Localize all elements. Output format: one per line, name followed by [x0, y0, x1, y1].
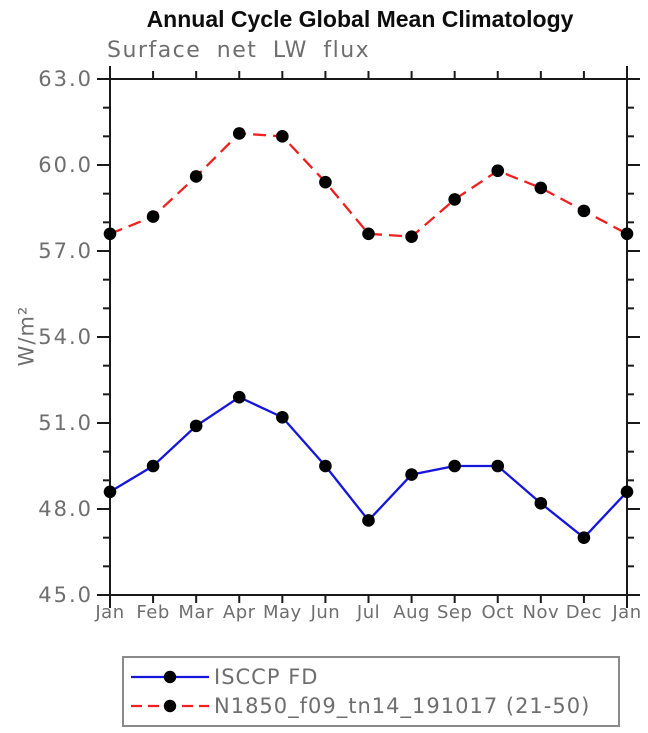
data-point-marker — [405, 230, 418, 243]
legend-dot-marker-icon — [163, 670, 177, 684]
data-point-marker — [620, 485, 634, 499]
data-point-marker — [146, 210, 160, 223]
x-tick-label: Oct — [481, 602, 514, 623]
x-tick-label: Jan — [94, 602, 124, 623]
x-tick-label: Apr — [223, 602, 256, 623]
data-point-marker — [276, 410, 289, 424]
legend-item-isccp-fd: ISCCP FD — [128, 664, 618, 690]
legend-box: ISCCP FD N1850_f09_tn14_191017 (21-50) — [122, 656, 620, 727]
legend-item-n1850: N1850_f09_tn14_191017 (21-50) — [128, 693, 618, 719]
legend-line-sample-dashed — [131, 699, 209, 713]
plot-frame — [109, 78, 628, 596]
y-tick-label: 63.0 — [38, 67, 93, 91]
data-point-marker — [620, 227, 634, 241]
chart-subtitle: Surface net LW flux — [107, 38, 371, 63]
axis-ticks — [97, 66, 640, 608]
y-tick-label: 54.0 — [38, 325, 93, 349]
x-tick-label: Jun — [310, 602, 341, 623]
data-point-marker — [362, 514, 375, 527]
data-point-marker — [362, 227, 375, 241]
x-tick-label: Jul — [356, 602, 380, 623]
legend-dot-marker-icon — [163, 699, 177, 713]
data-point-marker — [189, 419, 203, 433]
data-point-marker — [103, 227, 117, 241]
data-point-marker — [448, 459, 461, 473]
legend-line-sample-solid — [131, 670, 209, 684]
x-tick-label: Sep — [437, 602, 472, 623]
data-point-marker — [491, 164, 505, 178]
data-point-marker — [319, 175, 332, 189]
y-tick-label: 48.0 — [38, 497, 93, 521]
x-tick-label: Jan — [611, 602, 641, 623]
data-point-marker — [103, 485, 117, 499]
data-point-marker — [232, 127, 246, 140]
data-point-marker — [534, 496, 548, 510]
data-point-marker — [146, 459, 160, 473]
series-line-1 — [109, 132, 628, 238]
data-point-marker — [448, 193, 461, 206]
x-tick-label: Feb — [136, 602, 169, 623]
data-point-marker — [276, 130, 289, 143]
chart-title: Annual Cycle Global Mean Climatology — [146, 6, 574, 32]
legend-label-isccp-fd: ISCCP FD — [214, 665, 319, 689]
data-point-marker — [405, 468, 418, 481]
data-point-marker — [577, 531, 591, 544]
data-point-marker — [491, 459, 505, 473]
x-tick-label: Nov — [523, 602, 560, 623]
data-point-marker — [319, 459, 332, 473]
x-tick-label: May — [263, 602, 302, 623]
data-point-marker — [534, 181, 548, 195]
y-tick-label: 51.0 — [38, 411, 93, 435]
x-tick-label: Mar — [178, 602, 214, 623]
y-tick-label: 60.0 — [38, 153, 93, 177]
y-tick-label: 45.0 — [38, 583, 93, 607]
y-tick-label: 57.0 — [38, 239, 93, 263]
x-tick-label: Dec — [566, 602, 602, 623]
data-point-marker — [577, 204, 591, 218]
data-point-marker — [189, 170, 203, 183]
legend-label-n1850: N1850_f09_tn14_191017 (21-50) — [214, 694, 591, 718]
x-tick-label: Aug — [393, 602, 430, 623]
data-point-marker — [232, 390, 246, 404]
